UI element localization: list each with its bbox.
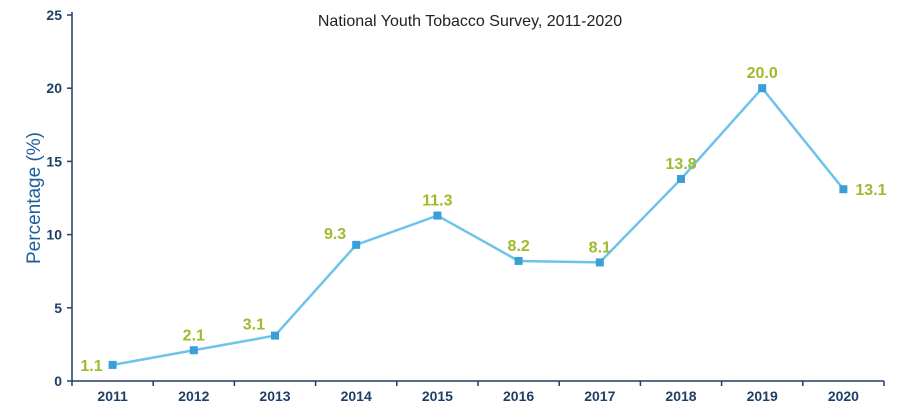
data-label: 9.3 <box>324 226 346 243</box>
data-label: 8.1 <box>589 239 611 256</box>
y-tick-label: 15 <box>46 153 62 169</box>
x-tick-label: 2011 <box>97 388 128 404</box>
data-label: 2.1 <box>183 327 205 344</box>
x-tick-label: 2017 <box>584 388 615 404</box>
data-point <box>271 331 279 340</box>
x-ticks: 2011 2012 2013 2014 2015 2016 2017 2018 2019 2020 <box>71 381 885 404</box>
chart-subtitle: National Youth Tobacco Survey, 2011-2020 <box>318 13 622 30</box>
x-tick-label: 2015 <box>422 388 453 404</box>
series-markers <box>108 84 848 369</box>
data-point <box>514 256 523 265</box>
data-point <box>352 240 361 249</box>
x-tick-label: 2014 <box>341 388 372 404</box>
y-tick-label: 10 <box>46 227 62 243</box>
x-tick-label: 2019 <box>747 388 778 404</box>
data-point <box>758 84 767 93</box>
x-tick-label: 2018 <box>665 388 696 404</box>
x-tick-label: 2012 <box>178 388 209 404</box>
data-label: 13.8 <box>665 156 696 173</box>
y-tick-label: 5 <box>54 300 62 316</box>
x-tick-label: 2016 <box>503 388 534 404</box>
data-label: 1.1 <box>80 358 102 375</box>
data-label: 8.2 <box>507 238 529 255</box>
x-tick-label: 2020 <box>828 388 859 404</box>
data-label: 11.3 <box>422 193 452 210</box>
y-tick-label: 0 <box>54 373 62 389</box>
x-tick-label: 2013 <box>259 388 290 404</box>
data-label: 13.1 <box>855 182 886 199</box>
y-ticks: 0 5 10 15 20 25 <box>46 7 72 389</box>
data-label: 3.1 <box>243 317 265 334</box>
data-point <box>839 185 848 194</box>
data-point <box>433 211 442 220</box>
data-point <box>595 258 604 267</box>
data-labels: 1.1 2.1 3.1 9.3 11.3 8.2 8.1 13.8 20.0 13.1 <box>80 65 886 375</box>
series-line <box>112 86 845 367</box>
data-label: 20.0 <box>747 65 778 82</box>
data-point <box>677 174 685 183</box>
y-tick-label: 25 <box>46 7 62 23</box>
y-tick-label: 20 <box>46 80 62 96</box>
data-point <box>189 346 198 355</box>
y-axis-label: Percentage (%) <box>24 132 45 264</box>
data-point <box>108 360 117 369</box>
